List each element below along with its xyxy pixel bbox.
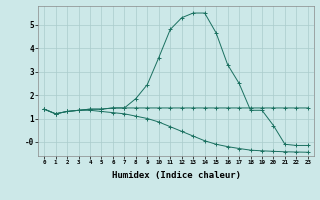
X-axis label: Humidex (Indice chaleur): Humidex (Indice chaleur) xyxy=(111,171,241,180)
